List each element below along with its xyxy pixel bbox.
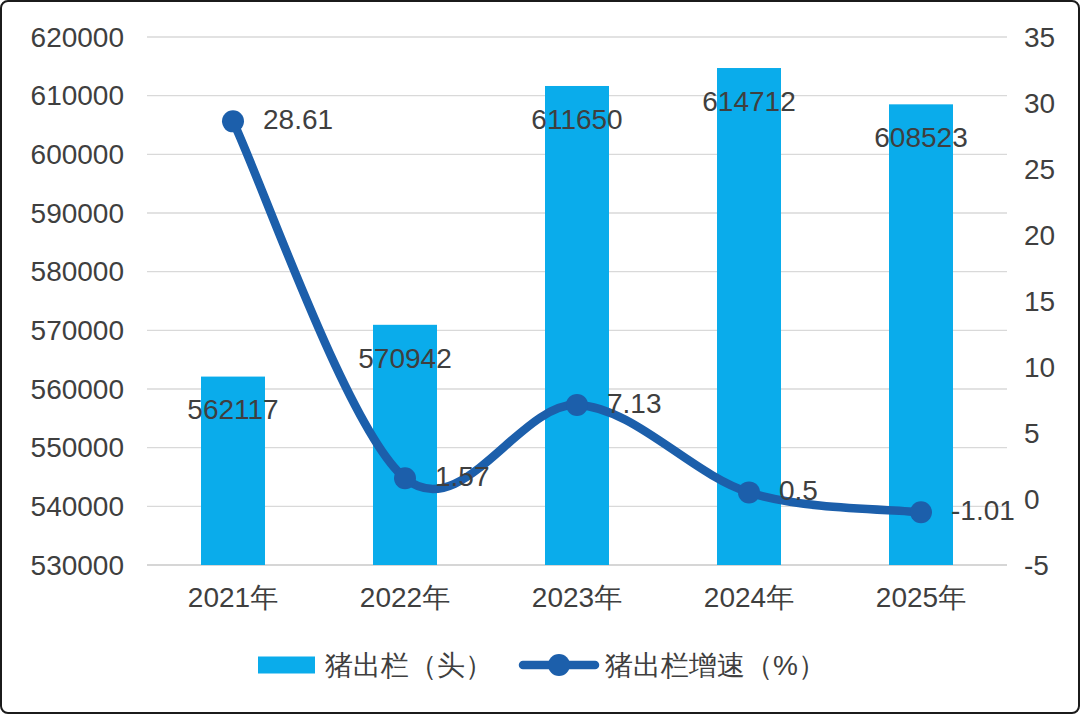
x-axis-label: 2025年 [876, 582, 966, 613]
y-axis-left-tick-label: 580000 [31, 256, 124, 287]
y-axis-right-tick-label: 15 [1024, 286, 1055, 317]
legend-label-line: 猪出栏增速（%） [605, 650, 826, 681]
y-axis-right-tick-label: 0 [1024, 484, 1040, 515]
bar-value-label: 562117 [187, 394, 278, 425]
y-axis-left-tick-label: 530000 [31, 550, 124, 581]
growth-point [738, 481, 760, 503]
y-axis-left-tick-label: 550000 [31, 432, 124, 463]
legend-line-point [548, 654, 570, 676]
y-axis-left-tick-label: 600000 [31, 139, 124, 170]
growth-value-label: 28.61 [263, 104, 333, 135]
bar [889, 104, 953, 565]
x-axis-label: 2024年 [704, 582, 794, 613]
y-axis-right-tick-label: 30 [1024, 88, 1055, 119]
bar-value-label: 608523 [874, 122, 967, 153]
y-axis-left-tick-label: 620000 [31, 22, 124, 53]
growth-point [566, 394, 588, 416]
y-axis-right-tick-label: 35 [1024, 22, 1055, 53]
y-axis-left-tick-label: 590000 [31, 198, 124, 229]
x-axis-label: 2022年 [360, 582, 450, 613]
legend-label-bar: 猪出栏（头） [325, 650, 493, 681]
y-axis-right-tick-label: 20 [1024, 220, 1055, 251]
growth-point [910, 501, 932, 523]
pig-slaughter-combo-chart: 530000 540000 550000 560000 570000 580000 5900… [2, 2, 1080, 714]
y-axis-right-tick-label: -5 [1024, 550, 1049, 581]
y-axis-left-tick-label: 540000 [31, 491, 124, 522]
growth-point [394, 467, 416, 489]
bar-value-label: 614712 [702, 86, 795, 117]
y-axis-right-tick-label: 10 [1024, 352, 1055, 383]
growth-value-label: -1.01 [951, 495, 1015, 526]
y-axis-left-tick-label: 610000 [31, 80, 124, 111]
legend: 猪出栏（头） 猪出栏增速（%） [258, 650, 826, 681]
bar-value-label: 611650 [531, 104, 622, 135]
x-axis-label: 2023年 [532, 582, 622, 613]
y-axis-left-tick-label: 570000 [31, 315, 124, 346]
growth-point [222, 110, 244, 132]
y-axis-right-tick-label: 25 [1024, 154, 1055, 185]
y-axis-left-tick-label: 560000 [31, 374, 124, 405]
y-axis-right-tick-label: 5 [1024, 418, 1040, 449]
chart-card: 530000 540000 550000 560000 570000 580000 5900… [0, 0, 1080, 714]
legend-swatch-bar [258, 657, 315, 674]
bar [545, 86, 609, 565]
growth-value-label: 7.13 [607, 388, 662, 419]
growth-value-label: 0.5 [779, 475, 818, 506]
growth-value-label: 1.57 [435, 461, 490, 492]
bar-value-label: 570942 [358, 343, 451, 374]
x-axis-label: 2021年 [188, 582, 278, 613]
